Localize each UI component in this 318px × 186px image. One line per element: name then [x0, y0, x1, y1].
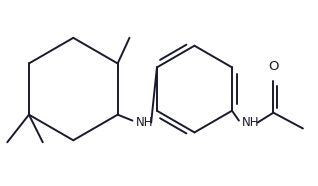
Text: NH: NH	[242, 116, 259, 129]
Text: NH: NH	[135, 116, 153, 129]
Text: O: O	[268, 60, 279, 73]
